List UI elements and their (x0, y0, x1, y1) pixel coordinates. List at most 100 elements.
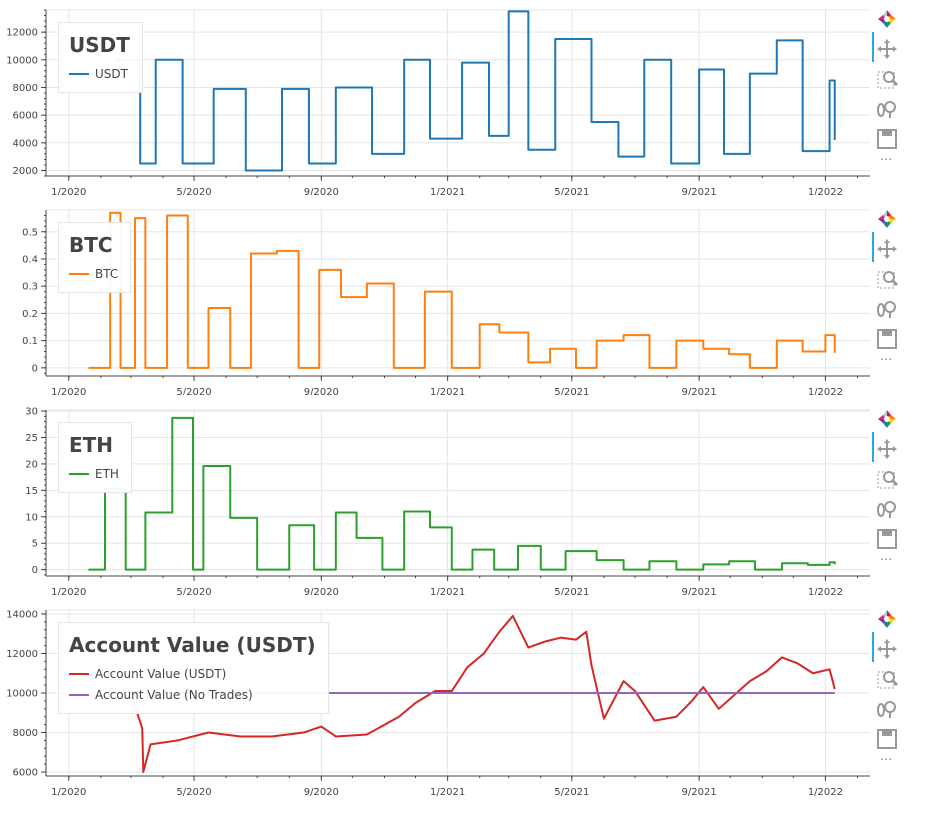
legend-item[interactable]: Account Value (USDT) (69, 663, 316, 684)
legend-swatch (69, 693, 89, 696)
plot-area (45, 209, 870, 377)
legend-usdt: USDT USDT (58, 22, 143, 93)
y-tick-label: 30 (25, 407, 38, 418)
x-tick-label: 9/2021 (682, 187, 717, 195)
legend-label: Account Value (No Trades) (95, 687, 253, 702)
more-icon[interactable]: ⋯ (880, 152, 892, 166)
active-tool-indicator (872, 232, 874, 262)
x-tick-label: 5/2020 (176, 187, 211, 195)
x-tick-label: 1/2022 (808, 387, 843, 395)
y-tick-label: 0.4 (22, 254, 38, 265)
legend-label: ETH (95, 466, 119, 481)
y-tick-label: 12000 (6, 28, 38, 39)
bokeh-logo-icon (876, 408, 898, 430)
box-zoom-icon[interactable] (876, 268, 899, 290)
more-icon[interactable]: ⋯ (880, 352, 892, 366)
y-tick-label: 10000 (6, 689, 38, 700)
legend-title: BTC (69, 233, 113, 257)
y-tick-label: 15 (25, 486, 38, 497)
x-tick-label: 9/2021 (682, 787, 717, 798)
plot-area (45, 409, 870, 577)
legend-item[interactable]: ETH (69, 463, 119, 484)
x-tick-label: 1/2021 (430, 387, 465, 395)
y-tick-label: 5 (32, 539, 38, 550)
more-icon[interactable]: ⋯ (880, 552, 892, 566)
panel-account-value: 6000 8000 10000 12000 14000 1/2020 5/2020 9/202… (0, 600, 939, 815)
legend-swatch (69, 472, 89, 475)
x-tick-label: 1/2021 (430, 787, 465, 798)
y-tick-label: 0.1 (22, 336, 38, 347)
legend-item[interactable]: BTC (69, 263, 118, 284)
legend-label: BTC (95, 266, 119, 281)
x-tick-label: 5/2021 (554, 387, 589, 395)
more-icon[interactable]: ⋯ (880, 752, 892, 766)
panel-btc: 0 0.1 0.2 0.3 0.4 0.5 1/2020 5/2020 9/2020 1/2021… (0, 200, 939, 395)
x-tick-label: 1/2020 (51, 387, 86, 395)
y-tick-label: 0 (32, 363, 38, 374)
box-zoom-icon[interactable] (876, 468, 899, 490)
chart-eth[interactable]: 0 5 10 15 20 25 30 1/2020 5/2020 9/2020 1/2021 5/20… (0, 400, 870, 595)
y-tick-label: 20 (25, 459, 38, 470)
pan-icon[interactable] (876, 438, 898, 460)
legend-title: USDT (69, 33, 130, 57)
x-tick-label: 5/2021 (554, 587, 589, 595)
x-tick-label: 9/2020 (304, 587, 339, 595)
x-tick-label: 5/2020 (176, 787, 211, 798)
bokeh-logo-icon (876, 208, 898, 230)
x-tick-label: 1/2022 (808, 587, 843, 595)
save-icon[interactable] (876, 728, 898, 750)
toolbar-account-value: ⋯ (872, 606, 902, 776)
x-tick-label: 9/2021 (682, 387, 717, 395)
plot-area (45, 9, 870, 177)
toolbar-usdt: ⋯ (872, 6, 902, 176)
legend-eth: ETH ETH (58, 422, 132, 493)
y-tick-label: 0.5 (22, 227, 38, 238)
bokeh-logo-icon (876, 608, 898, 630)
save-icon[interactable] (876, 328, 898, 350)
legend-label: Account Value (USDT) (95, 666, 227, 681)
wheel-zoom-icon[interactable] (876, 698, 898, 720)
y-tick-label: 0 (32, 565, 38, 576)
pan-icon[interactable] (876, 38, 898, 60)
active-tool-indicator (872, 432, 874, 462)
box-zoom-icon[interactable] (876, 668, 899, 690)
chart-btc[interactable]: 0 0.1 0.2 0.3 0.4 0.5 1/2020 5/2020 9/2020 1/2021… (0, 200, 870, 395)
bokeh-logo-icon (876, 8, 898, 30)
pan-icon[interactable] (876, 638, 898, 660)
x-tick-label: 5/2020 (176, 587, 211, 595)
toolbar-eth: ⋯ (872, 406, 902, 576)
y-tick-label: 14000 (6, 609, 38, 620)
legend-btc: BTC BTC (58, 222, 132, 293)
active-tool-indicator (872, 632, 874, 662)
series-line-eth (88, 416, 836, 571)
x-tick-label: 1/2021 (430, 587, 465, 595)
y-tick-label: 12000 (6, 649, 38, 660)
panel-usdt: 2000 4000 6000 8000 10000 12000 1/2020 5/2020 9/… (0, 0, 939, 195)
x-tick-label: 1/2020 (51, 787, 86, 798)
x-tick-label: 9/2021 (682, 587, 717, 595)
legend-label: USDT (95, 66, 128, 81)
series-line-btc (88, 211, 836, 369)
pan-icon[interactable] (876, 238, 898, 260)
legend-title: Account Value (USDT) (69, 633, 316, 657)
legend-item[interactable]: Account Value (No Trades) (69, 684, 316, 705)
y-tick-label: 10 (25, 512, 38, 523)
box-zoom-icon[interactable] (876, 68, 899, 90)
wheel-zoom-icon[interactable] (876, 498, 898, 520)
x-tick-label: 9/2020 (304, 187, 339, 195)
toolbar-btc: ⋯ (872, 206, 902, 376)
legend-item[interactable]: USDT (69, 63, 130, 84)
y-tick-label: 6000 (13, 111, 38, 122)
y-tick-label: 25 (25, 433, 38, 444)
legend-title: ETH (69, 433, 114, 457)
chart-usdt[interactable]: 2000 4000 6000 8000 10000 12000 1/2020 5/2020 9/… (0, 0, 870, 195)
y-tick-label: 10000 (6, 55, 38, 66)
save-icon[interactable] (876, 528, 898, 550)
x-tick-label: 5/2021 (554, 187, 589, 195)
legend-swatch (69, 672, 89, 675)
save-icon[interactable] (876, 128, 898, 150)
y-tick-label: 8000 (13, 728, 38, 739)
chart-account-value[interactable]: 6000 8000 10000 12000 14000 1/2020 5/2020 9/202… (0, 600, 870, 815)
wheel-zoom-icon[interactable] (876, 98, 898, 120)
wheel-zoom-icon[interactable] (876, 298, 898, 320)
